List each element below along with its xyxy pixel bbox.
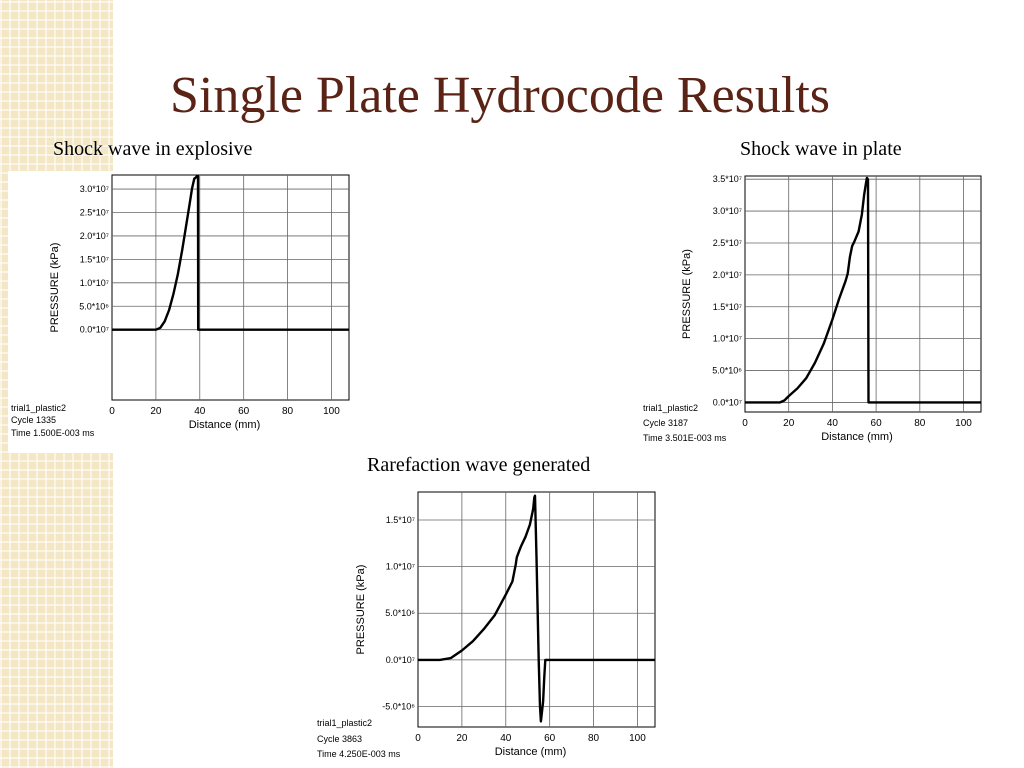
run-info-line: trial1_plastic2: [317, 718, 372, 728]
x-tick-label: 60: [871, 418, 883, 429]
x-tick-label: 100: [955, 418, 972, 429]
y-tick-label: 2.0*10⁷: [80, 231, 109, 241]
run-info-line: trial1_plastic2: [11, 403, 66, 413]
y-tick-label: 5.0*10⁶: [79, 301, 109, 311]
y-tick-label: 1.5*10⁷: [80, 254, 109, 264]
run-info-line: Time 3.501E-003 ms: [643, 433, 727, 443]
x-tick-label: 60: [238, 406, 250, 417]
plot-frame: [111, 174, 350, 401]
chart-grid: [744, 175, 982, 413]
chart-explosive: 0 20 40 60 80 100 0.0*10⁷ 5.0*10⁶ 1.0*10⁷ 1.5*10⁷…: [8, 171, 356, 453]
y-axis-label: PRESSURE (kPa): [681, 249, 693, 339]
y-tick-label: 1.0*10⁷: [713, 334, 742, 344]
y-tick-label: -5.0*10⁶: [382, 701, 415, 711]
caption-plate: Shock wave in plate: [740, 138, 902, 160]
y-tick-label: 2.5*10⁷: [713, 238, 742, 248]
x-tick-label: 40: [500, 733, 512, 744]
plot-frame: [744, 175, 982, 413]
x-tick-label: 40: [827, 418, 839, 429]
y-tick-label: 1.5*10⁷: [713, 302, 742, 312]
caption-explosive: Shock wave in explosive: [53, 138, 253, 160]
series-line: [112, 175, 349, 331]
y-tick-label: 0.0*10⁷: [713, 397, 742, 407]
y-tick-label: 1.5*10⁷: [386, 515, 415, 525]
run-info-line: Cycle 3863: [317, 734, 362, 744]
y-tick-label: 0.0*10⁷: [80, 325, 109, 335]
x-axis-label: Distance (mm): [821, 431, 893, 443]
chart-rarefaction: 0 20 40 60 80 100 -5.0*10⁶ 0.0*10⁷ 5.0*10⁶ 1.0*10…: [314, 486, 664, 768]
chart-grid: [111, 174, 350, 401]
y-axis-label: PRESSURE (kPa): [49, 243, 61, 333]
y-tick-label: 2.0*10⁷: [713, 270, 742, 280]
x-tick-label: 0: [109, 406, 115, 417]
y-axis-label: PRESSURE (kPa): [355, 565, 367, 655]
chart-plate: 0 20 40 60 80 100 0.0*10⁷ 5.0*10⁶ 1.0*10⁷ 1.5*10⁷…: [640, 170, 990, 453]
chart-explosive-svg: 0 20 40 60 80 100 0.0*10⁷ 5.0*10⁶ 1.0*10⁷ 1.5*10⁷…: [11, 174, 350, 438]
y-tick-label: 3.5*10⁷: [713, 174, 742, 184]
y-tick-label: 1.0*10⁷: [80, 278, 109, 288]
run-info-line: Time 4.250E-003 ms: [317, 749, 401, 759]
y-tick-label: 0.0*10⁷: [386, 655, 415, 665]
x-tick-label: 20: [456, 733, 468, 744]
caption-rarefaction: Rarefaction wave generated: [367, 454, 591, 476]
x-tick-label: 60: [544, 733, 556, 744]
x-tick-label: 0: [415, 733, 421, 744]
chart-rarefaction-svg: 0 20 40 60 80 100 -5.0*10⁶ 0.0*10⁷ 5.0*10⁶ 1.0*10…: [317, 491, 656, 759]
run-info-line: trial1_plastic2: [643, 403, 698, 413]
x-tick-label: 100: [323, 406, 340, 417]
x-tick-label: 0: [742, 418, 748, 429]
x-tick-label: 20: [150, 406, 162, 417]
y-tick-label: 5.0*10⁶: [385, 608, 415, 618]
y-tick-label: 2.5*10⁷: [80, 208, 109, 218]
x-tick-label: 80: [914, 418, 926, 429]
plot-frame: [417, 491, 656, 728]
series-line: [745, 176, 981, 404]
x-tick-label: 80: [588, 733, 600, 744]
x-axis-label: Distance (mm): [189, 419, 261, 431]
x-axis-label: Distance (mm): [495, 746, 567, 758]
x-tick-label: 40: [194, 406, 206, 417]
y-tick-label: 1.0*10⁷: [386, 562, 415, 572]
x-tick-label: 80: [282, 406, 294, 417]
run-info-line: Cycle 1335: [11, 415, 56, 425]
y-tick-label: 5.0*10⁶: [712, 366, 742, 376]
x-tick-label: 100: [629, 733, 646, 744]
y-tick-label: 3.0*10⁷: [713, 206, 742, 216]
series-line: [418, 494, 655, 723]
chart-plate-svg: 0 20 40 60 80 100 0.0*10⁷ 5.0*10⁶ 1.0*10⁷ 1.5*10⁷…: [643, 174, 982, 443]
run-info-line: Time 1.500E-003 ms: [11, 428, 95, 438]
x-tick-label: 20: [783, 418, 795, 429]
slide-title: Single Plate Hydrocode Results: [170, 67, 831, 124]
y-tick-label: 3.0*10⁷: [80, 184, 109, 194]
run-info-line: Cycle 3187: [643, 418, 688, 428]
